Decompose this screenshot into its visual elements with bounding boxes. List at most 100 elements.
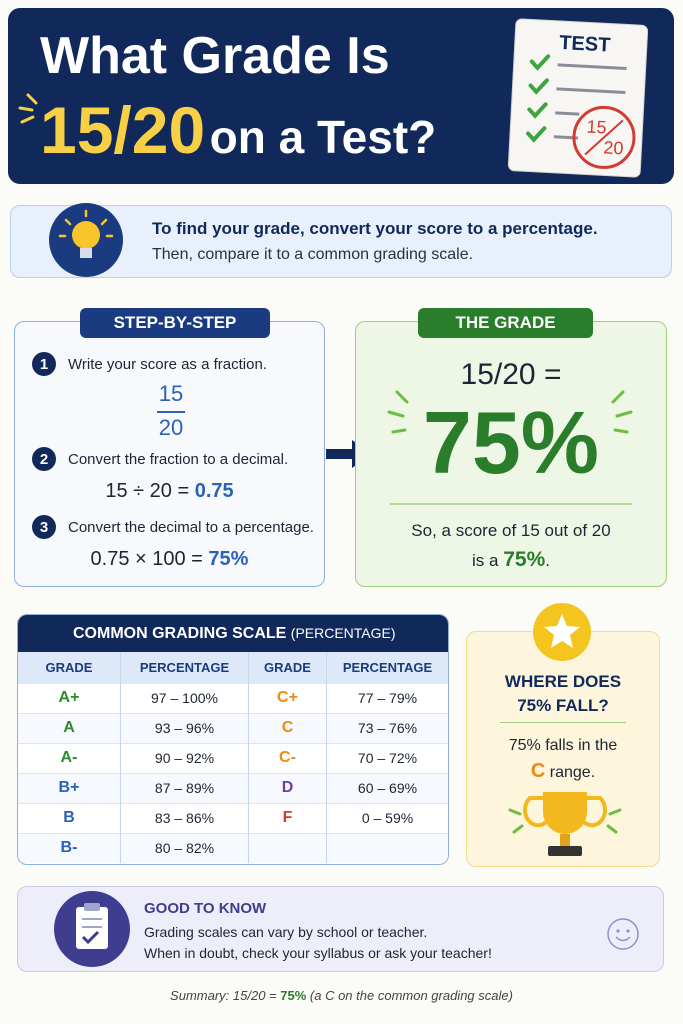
- scale-row: A- 90 – 92% C- 70 – 72%: [18, 743, 448, 773]
- column-header: PERCENTAGE: [326, 652, 448, 683]
- empty-cell: [326, 833, 448, 863]
- stamp-top: 15: [586, 116, 607, 137]
- sparkle: [18, 93, 38, 124]
- note-heading: GOOD TO KNOW: [144, 900, 267, 917]
- step-numbers: 1 2 3: [32, 352, 185, 539]
- range: 90 – 92%: [120, 743, 249, 773]
- scale-title: COMMON GRADING SCALE (PERCENTAGE): [18, 615, 448, 652]
- title-line: 15/20 on a Test?: [40, 92, 436, 168]
- grade: A-: [60, 749, 78, 766]
- column-header: GRADE: [45, 659, 93, 675]
- title-rest: on a Test?: [209, 111, 437, 163]
- where-line: 75% falls in the: [508, 737, 618, 754]
- grade: C: [530, 760, 546, 782]
- summary: Summary: 15/20 = 75% (a C on the common …: [0, 988, 683, 1003]
- steps-box: [14, 321, 325, 587]
- where-heading: WHERE DOES 75% FALL?: [466, 670, 660, 718]
- grade: C-: [248, 743, 327, 773]
- column-header: GRADE: [248, 652, 327, 683]
- scale-row: A 93 – 96% C 73 – 76%: [18, 713, 448, 743]
- title-highlight: 15/20: [40, 93, 206, 167]
- range: 73 – 76%: [326, 713, 448, 743]
- step-number: 1: [40, 356, 48, 373]
- scale-row: B- 80 – 82%: [18, 833, 448, 863]
- divider: [500, 722, 626, 723]
- steps-heading: STEP-BY-STEP: [80, 308, 270, 338]
- summary-suffix: (a C on the common grading scale): [309, 988, 513, 1003]
- step-expression: 15 ÷ 20 = 0.75: [14, 480, 325, 503]
- paper-label: TEST: [559, 32, 611, 57]
- step-expression: 0.75 × 100 = 75%: [14, 548, 325, 571]
- text: is a: [472, 551, 499, 570]
- intro-line: To find your grade, convert your score t…: [152, 219, 598, 238]
- paper: TEST 15 20: [507, 18, 649, 178]
- grade-art: [387, 390, 633, 505]
- stamp-bottom: 20: [603, 137, 624, 158]
- scale-table: GRADE PERCENTAGE GRADE PERCENTAGE A+ 97 –…: [18, 652, 448, 863]
- note-line: When in doubt, check your syllabus or as…: [144, 945, 492, 961]
- clipboard-icon: [54, 891, 130, 967]
- range: 70 – 72%: [326, 743, 448, 773]
- heading-line: 75% FALL?: [517, 696, 609, 715]
- step-number: 3: [40, 519, 48, 536]
- grade: D: [248, 773, 327, 803]
- step-number: 2: [40, 451, 48, 468]
- range: 77 – 79%: [326, 683, 448, 713]
- trophy-icon: [508, 792, 622, 856]
- where-line: C range.: [466, 760, 660, 783]
- expression: 15 ÷ 20 =: [105, 480, 190, 502]
- scale-body: GRADE PERCENTAGE GRADE PERCENTAGE A+ 97 –…: [18, 652, 448, 863]
- intro-line: Then, compare it to a common grading sca…: [152, 246, 474, 263]
- column-header: PERCENTAGE: [120, 652, 249, 683]
- summary-value: 75%: [280, 988, 307, 1003]
- expression: 0.75 × 100 =: [90, 548, 203, 570]
- bulb-icon: [49, 203, 123, 277]
- title-line: What Grade Is: [40, 27, 390, 85]
- grade: B+: [58, 779, 80, 796]
- grade-line: is a 75%.: [355, 548, 667, 572]
- numerator: 15: [158, 381, 184, 406]
- grade-percent: 75%: [422, 393, 600, 492]
- header-art: TEST 15 20: [18, 18, 649, 178]
- scale-box: COMMON GRADING SCALE (PERCENTAGE) GRADE …: [17, 614, 449, 865]
- step-text: Convert the decimal to a percentage.: [68, 519, 314, 536]
- grade: B-: [60, 839, 78, 857]
- grade: A+: [58, 689, 80, 706]
- scale-row: B 83 – 86% F 0 – 59%: [18, 803, 448, 833]
- grade: B: [63, 809, 75, 826]
- range: 80 – 82%: [120, 833, 249, 863]
- result: 0.75: [194, 480, 234, 502]
- range: 87 – 89%: [120, 773, 249, 803]
- range: 0 – 59%: [326, 803, 448, 833]
- scale-row: A+ 97 – 100% C+ 77 – 79%: [18, 683, 448, 713]
- title-suffix: (PERCENTAGE): [290, 625, 396, 641]
- text: range.: [549, 764, 596, 781]
- step-text: Convert the fraction to a decimal.: [68, 451, 289, 468]
- note-line: Grading scales can vary by school or tea…: [144, 924, 428, 940]
- title: COMMON GRADING SCALE: [73, 625, 287, 642]
- range: 97 – 100%: [120, 683, 249, 713]
- range: 83 – 86%: [120, 803, 249, 833]
- grade-heading: THE GRADE: [418, 308, 593, 338]
- grade: C: [248, 713, 327, 743]
- grade-fraction: 15/20 =: [460, 358, 562, 391]
- heading-line: WHERE DOES: [504, 672, 622, 691]
- grade: F: [248, 803, 327, 833]
- text: .: [545, 551, 550, 570]
- star-icon: [533, 603, 591, 661]
- summary-prefix: Summary: 15/20 =: [170, 988, 277, 1003]
- denominator: 20: [158, 415, 184, 440]
- result: 75%: [208, 548, 249, 570]
- scale-row: B+ 87 – 89% D 60 – 69%: [18, 773, 448, 803]
- grade: A: [63, 719, 75, 736]
- header-row: GRADE PERCENTAGE GRADE PERCENTAGE: [18, 652, 448, 683]
- step-text: Write your score as a fraction.: [68, 356, 267, 373]
- range: 60 – 69%: [326, 773, 448, 803]
- value: 75%: [503, 548, 546, 571]
- grade-line: So, a score of 15 out of 20: [411, 521, 611, 540]
- empty-cell: [248, 833, 327, 863]
- range: 93 – 96%: [120, 713, 249, 743]
- smiley-icon: [607, 918, 639, 950]
- grade: C+: [248, 683, 327, 713]
